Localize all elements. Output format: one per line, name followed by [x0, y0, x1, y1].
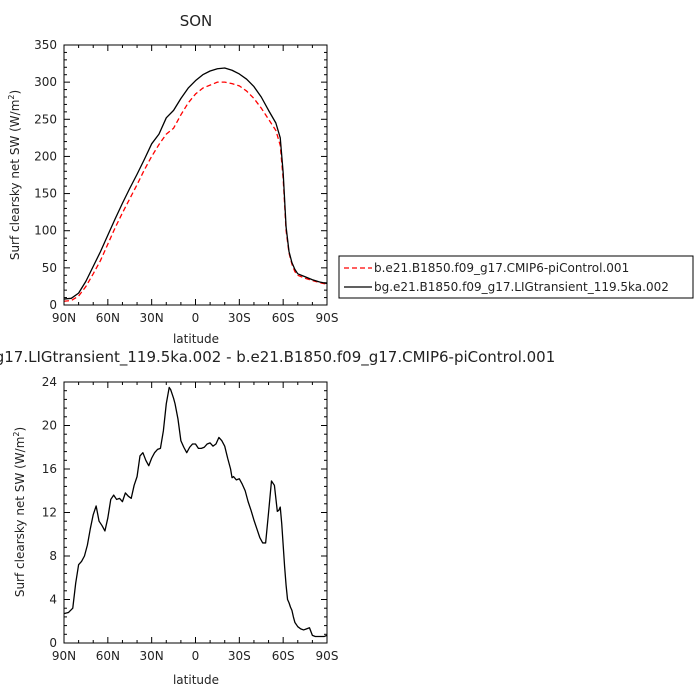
top-x-tick-label: 60S	[272, 311, 295, 325]
bottom-y-tick-label: 24	[42, 375, 57, 389]
bottom-y-tick-label: 4	[49, 593, 57, 607]
top-y-tick-label: 200	[34, 149, 57, 163]
bottom-x-tick-label: 60N	[96, 649, 120, 663]
top-y-tick-label: 50	[42, 261, 57, 275]
bottom-x-tick-label: 60S	[272, 649, 295, 663]
bottom-y-tick-label: 8	[49, 549, 57, 563]
top-series-lines	[63, 67, 328, 302]
top-x-tick-label: 90N	[52, 311, 76, 325]
top-y-tick-label: 0	[49, 298, 57, 312]
legend-label-picontrol: b.e21.B1850.f09_g17.CMIP6-piControl.001	[374, 261, 629, 275]
top-y-axis-label-close: )	[8, 90, 22, 95]
top-y-tick-label: 350	[34, 38, 57, 52]
legend: b.e21.B1850.f09_g17.CMIP6-piControl.001 …	[338, 255, 694, 299]
top-y-axis-label-sup: 2	[7, 95, 16, 100]
top-y-tick-label: 300	[34, 75, 57, 89]
top-x-tick-label: 90S	[316, 311, 339, 325]
top-x-tick-label: 30N	[140, 311, 164, 325]
top-y-axis-label-main: Surf clearsky net SW (W/m	[8, 100, 22, 261]
bottom-x-axis-label: latitude	[173, 673, 219, 687]
bottom-panel: bg.e21.B1850.f09_g17.LIGtransient_119.5k…	[0, 348, 555, 687]
top-x-tick-label: 60N	[96, 311, 120, 325]
top-x-tick-label: 30S	[228, 311, 251, 325]
bottom-y-axis-label-sup: 2	[12, 432, 21, 437]
bottom-plot-frame	[63, 381, 328, 644]
bottom-y-tick-label: 16	[42, 462, 57, 476]
bottom-y-axis-label-close: )	[13, 427, 27, 432]
top-plot-frame	[63, 44, 328, 306]
top-y-tick-label: 150	[34, 187, 57, 201]
bottom-x-tick-label: 0	[192, 649, 200, 663]
bottom-x-tick-label: 90N	[52, 649, 76, 663]
legend-box	[338, 255, 694, 299]
top-y-tick-label: 100	[34, 224, 57, 238]
bottom-x-tick-label: 30N	[140, 649, 164, 663]
top-series-line-0	[63, 81, 328, 302]
bottom-y-tick-label: 20	[42, 419, 57, 433]
top-y-axis-label: Surf clearsky net SW (W/m2)	[7, 90, 22, 260]
bottom-x-tick-label: 30S	[228, 649, 251, 663]
top-panel: SON 90N 60N 30N 0 30S 60S 90S 0 50 100 150 200 250 30…	[7, 12, 338, 346]
top-chart-title: SON	[180, 12, 213, 30]
top-y-tick-label: 250	[34, 112, 57, 126]
top-ticks: 90N 60N 30N 0 30S 60S 90S 0 50 100 150 200 250 300 350	[34, 38, 338, 325]
bottom-ticks: 90N 60N 30N 0 30S 60S 90S 0 4 8 12 16 20 24	[42, 375, 339, 663]
top-series-line-1	[63, 67, 328, 300]
bottom-chart-title: bg.e21.B1850.f09_g17.LIGtransient_119.5k…	[0, 348, 555, 367]
bottom-y-tick-label: 0	[49, 636, 57, 650]
bottom-x-tick-label: 90S	[316, 649, 339, 663]
top-x-axis-label: latitude	[173, 332, 219, 346]
top-x-tick-label: 0	[192, 311, 200, 325]
bottom-y-axis-label: Surf clearsky net SW (W/m2)	[12, 427, 27, 597]
bottom-series-line-0	[63, 386, 328, 638]
bottom-series-lines	[63, 386, 328, 638]
bottom-y-tick-label: 12	[42, 506, 57, 520]
legend-label-ligtransient: bg.e21.B1850.f09_g17.LIGtransient_119.5k…	[374, 280, 669, 294]
bottom-y-axis-label-main: Surf clearsky net SW (W/m	[13, 437, 27, 598]
